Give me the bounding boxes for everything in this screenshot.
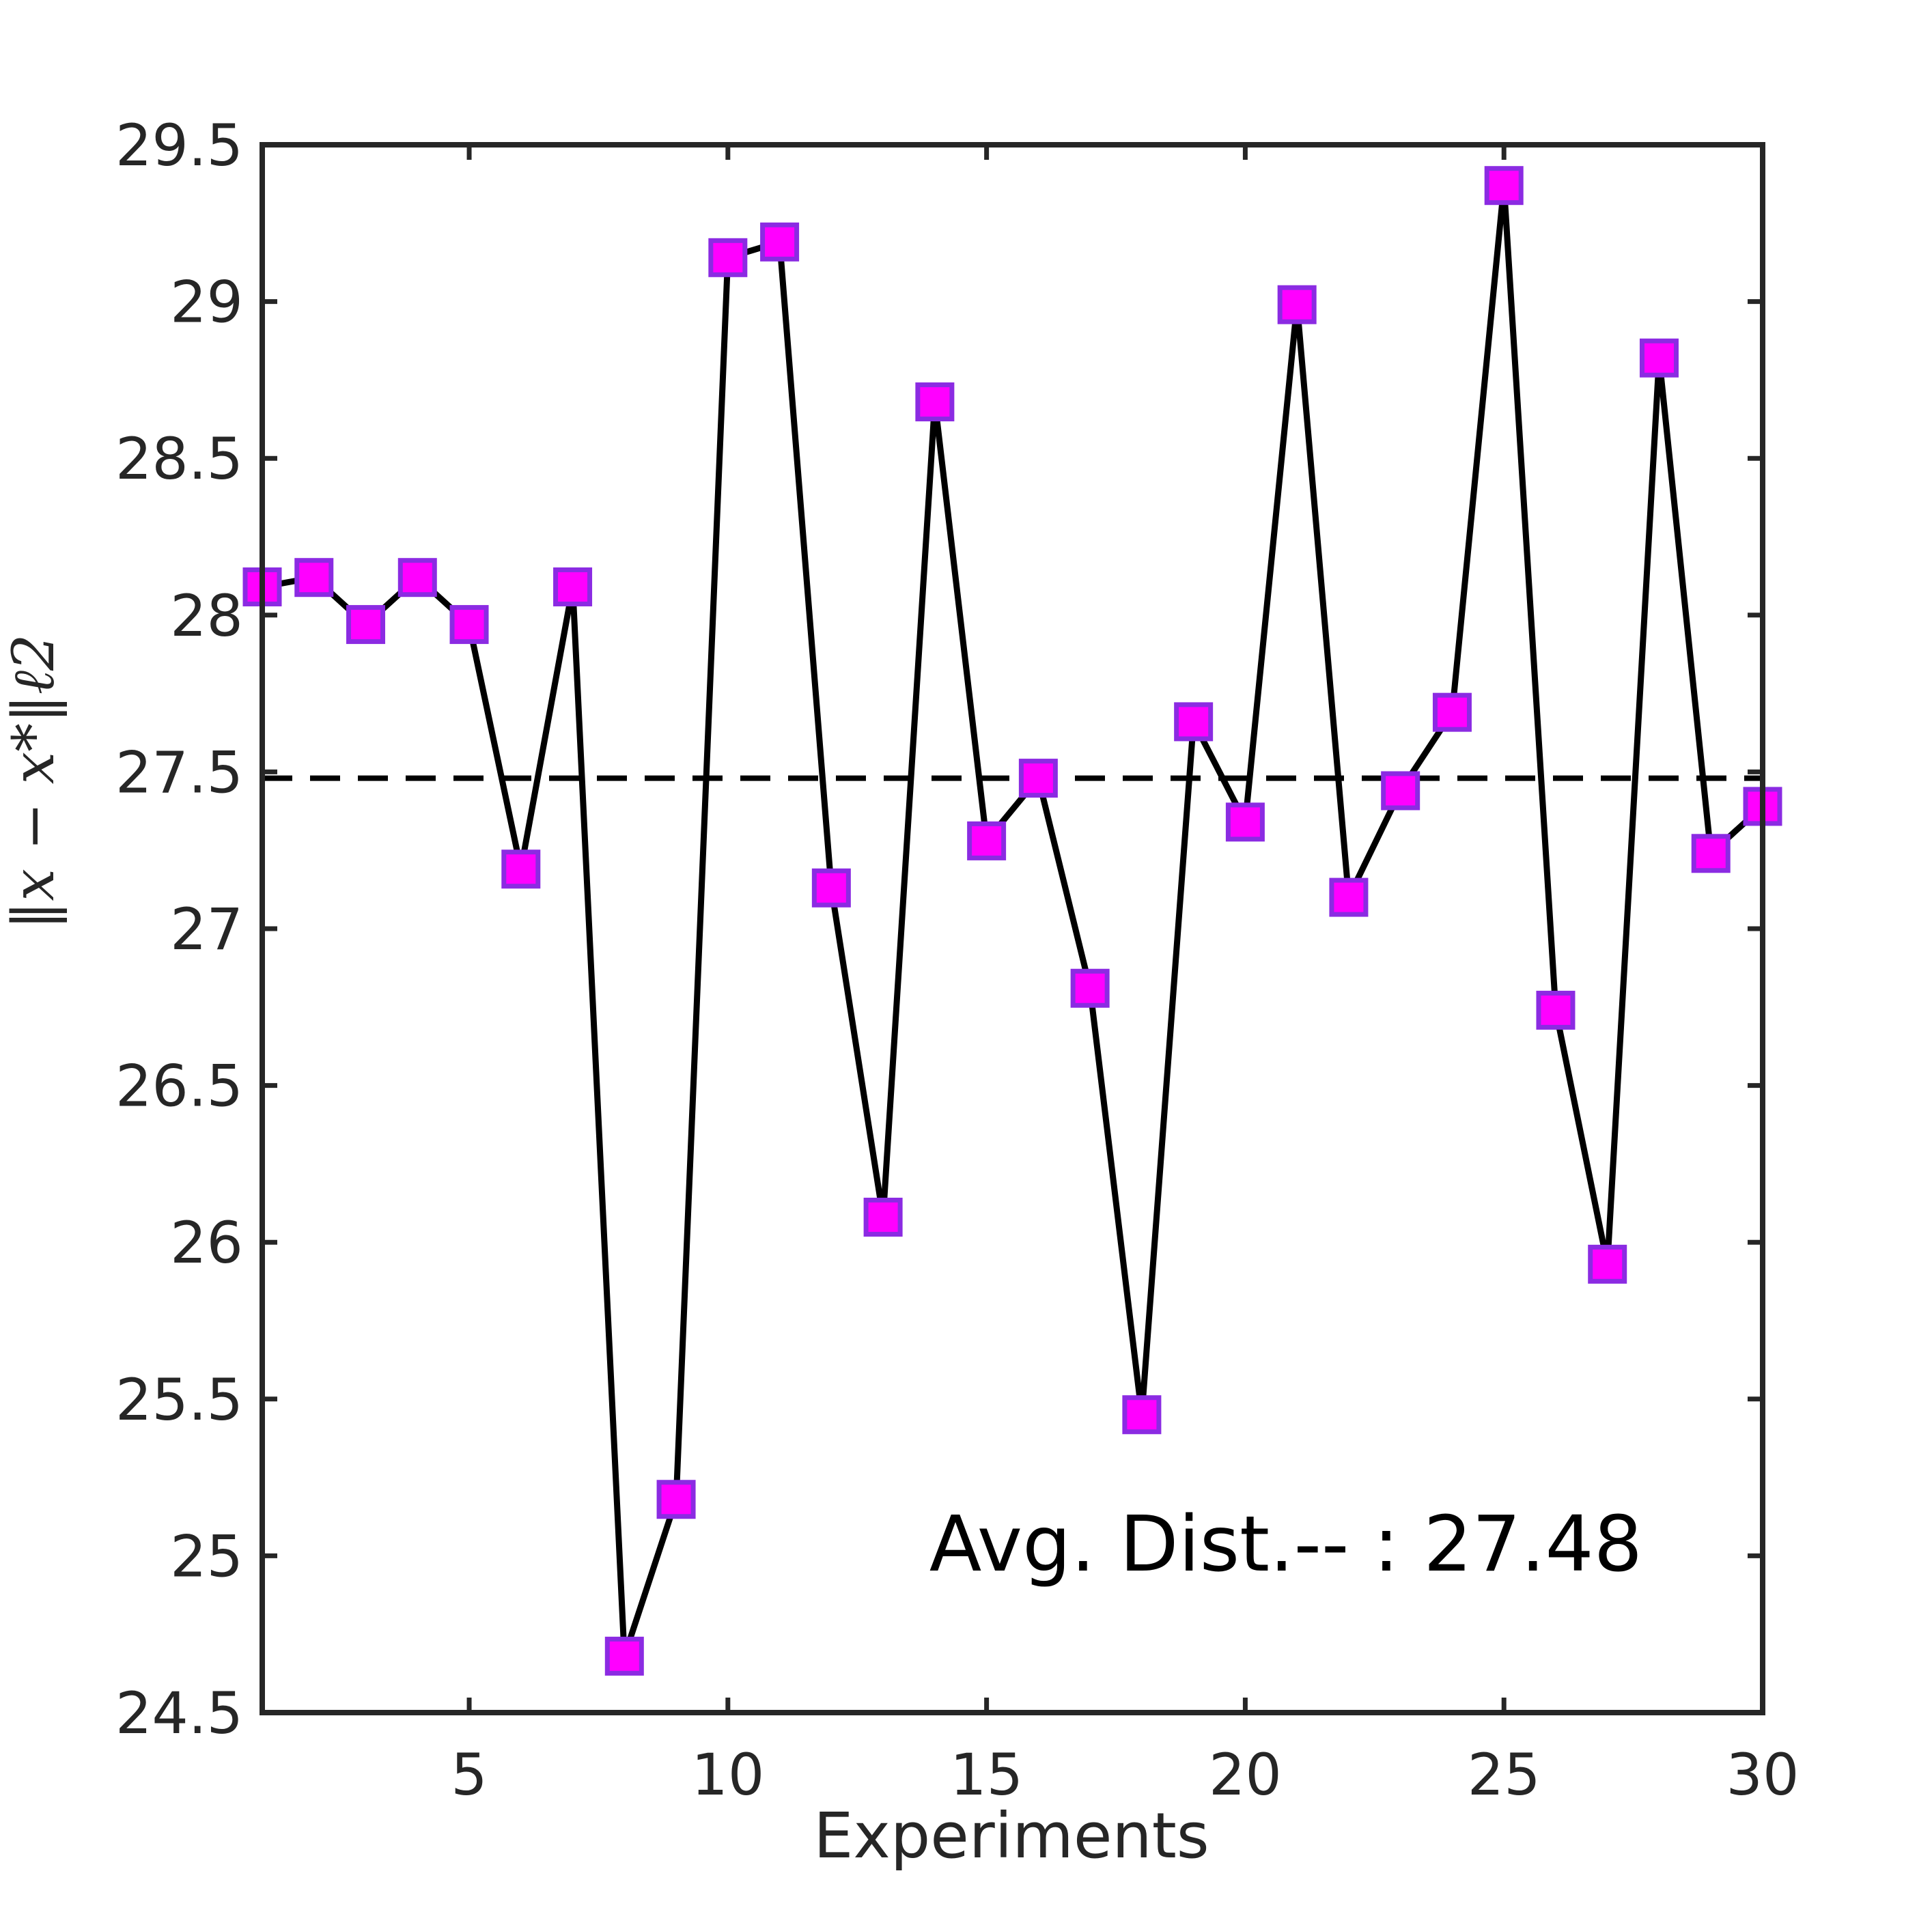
data-point-marker xyxy=(915,382,955,422)
data-point-marker xyxy=(708,238,748,277)
data-point-marker xyxy=(760,222,800,262)
x-tick-label: 25 xyxy=(1468,1741,1541,1808)
y-axis-ticks: 24.5 25 25.5 26 26.5 27 27.5 28 28.5 29 29.5 xyxy=(115,112,1763,1747)
plot-area xyxy=(242,142,1782,1715)
y-tick-label: 27 xyxy=(170,896,243,963)
axes-frame xyxy=(260,142,1765,1715)
data-point-marker xyxy=(1018,759,1058,798)
data-point-marker xyxy=(449,605,489,645)
x-tick-label: 15 xyxy=(950,1741,1023,1808)
data-point-marker xyxy=(604,1636,644,1676)
data-point-marker xyxy=(1432,692,1472,732)
x-tick-label: 5 xyxy=(451,1741,487,1808)
y-tick-label: 26.5 xyxy=(115,1053,243,1120)
data-point-marker xyxy=(1536,990,1576,1030)
y-tick-label: 29.5 xyxy=(115,112,243,179)
data-point-marker xyxy=(1381,771,1420,811)
y-tick-label: 29 xyxy=(170,269,243,336)
y-tick-label: 28.5 xyxy=(115,425,243,492)
data-point-marker xyxy=(1070,968,1110,1008)
data-point-marker xyxy=(1277,285,1317,324)
series-line xyxy=(262,185,1765,1657)
data-point-marker xyxy=(1122,1395,1162,1435)
data-point-marker xyxy=(397,558,437,598)
data-point-marker xyxy=(863,1197,903,1237)
average-distance-annotation: Avg. Dist.-- : 27.48 xyxy=(929,1500,1642,1589)
data-point-marker xyxy=(553,567,593,606)
data-point-marker xyxy=(1225,802,1265,842)
x-tick-label: 20 xyxy=(1209,1741,1282,1808)
data-point-marker xyxy=(811,868,851,908)
y-tick-label: 27.5 xyxy=(115,739,243,806)
y-tick-label: 25.5 xyxy=(115,1366,243,1433)
y-axis-title: ‖x − x*‖ℓ2 xyxy=(0,634,67,930)
y-tick-label: 25 xyxy=(170,1523,243,1590)
data-point-marker xyxy=(294,558,334,598)
x-axis-title: Experiments xyxy=(813,1799,1209,1872)
y-tick-label: 28 xyxy=(170,582,243,649)
data-point-marker xyxy=(501,849,541,889)
data-point-marker xyxy=(346,605,386,645)
x-axis-ticks: 5 10 15 20 25 30 xyxy=(451,145,1799,1808)
data-point-marker xyxy=(656,1480,696,1519)
data-point-marker xyxy=(967,821,1007,860)
data-point-marker xyxy=(1639,338,1679,378)
y-tick-label: 26 xyxy=(170,1209,243,1276)
data-point-marker xyxy=(1588,1244,1627,1284)
data-point-marker xyxy=(1691,834,1731,873)
data-point-marker xyxy=(1329,877,1369,917)
y-tick-label: 24.5 xyxy=(115,1680,243,1747)
data-point-marker xyxy=(1484,166,1524,206)
data-point-marker xyxy=(1174,702,1214,742)
x-tick-label: 30 xyxy=(1726,1741,1800,1808)
x-tick-label: 10 xyxy=(691,1741,764,1808)
